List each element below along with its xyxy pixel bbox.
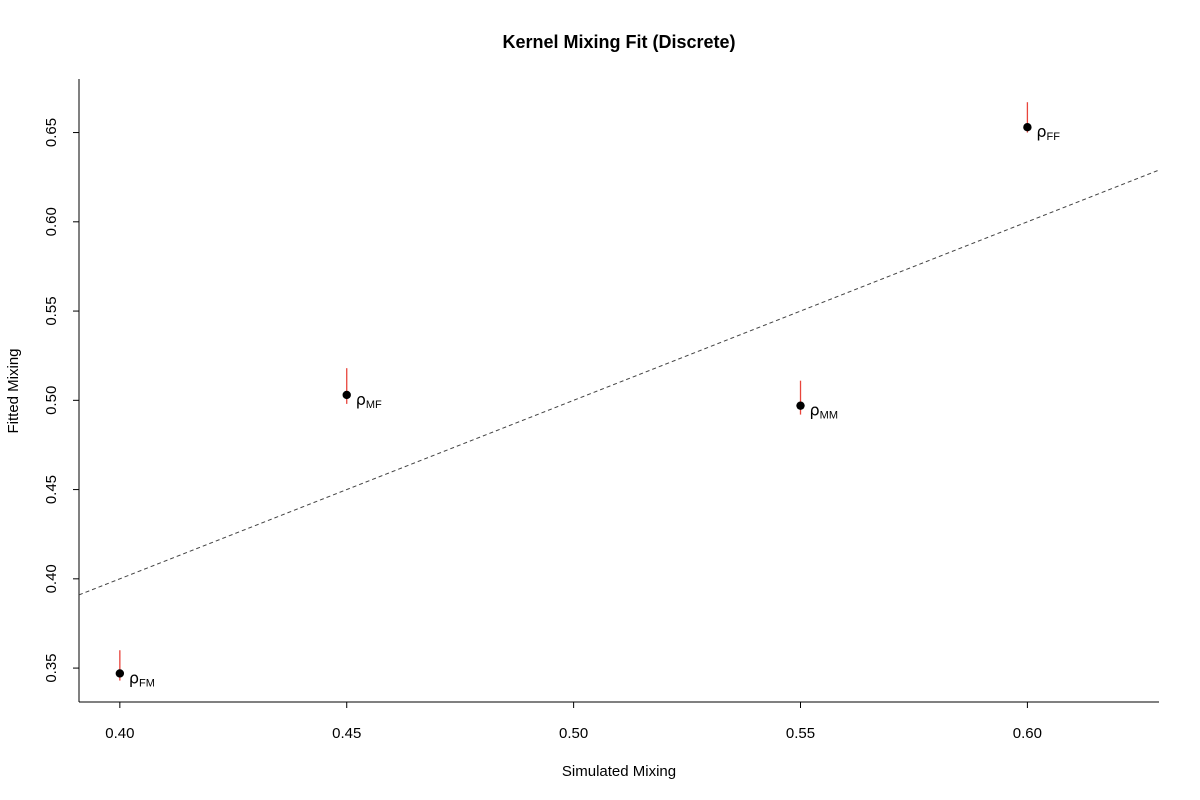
y-tick-label: 0.65: [43, 118, 60, 147]
x-tick-label: 0.50: [559, 725, 588, 742]
point-label-subscript: FM: [139, 677, 155, 689]
point-label: ρFF: [1036, 122, 1060, 143]
y-tick-label: 0.40: [43, 564, 60, 593]
x-axis-label: Simulated Mixing: [562, 763, 676, 780]
data-point: [342, 390, 351, 400]
point-label-symbol: ρ: [129, 668, 139, 687]
x-tick-label: 0.40: [105, 725, 134, 742]
x-tick-label: 0.55: [786, 725, 815, 742]
plot-area: [78, 79, 1160, 703]
x-tick-label: 0.45: [332, 725, 361, 742]
y-tick-label: 0.55: [43, 296, 60, 325]
y-tick-label: 0.45: [43, 475, 60, 504]
y-tick-label: 0.35: [43, 653, 60, 682]
x-axis-ticks: 0.40 0.45 0.50 0.55 0.60: [105, 702, 1042, 742]
point-label: ρMF: [356, 390, 382, 411]
point-label-symbol: ρ: [356, 390, 366, 409]
y-tick-label: 0.50: [43, 386, 60, 415]
point-label-subscript: MF: [366, 399, 382, 411]
point-label-symbol: ρ: [810, 401, 820, 420]
data-point: [1023, 122, 1032, 132]
point-label-subscript: FF: [1047, 131, 1061, 143]
y-tick-label: 0.60: [43, 207, 60, 236]
y-axis-ticks: 0.35 0.40 0.45 0.50 0.55 0.60 0.65: [43, 118, 79, 683]
point-label: ρFM: [129, 668, 155, 689]
identity-reference-line: [78, 169, 1160, 596]
point-label-subscript: MM: [820, 410, 838, 422]
x-tick-label: 0.60: [1013, 725, 1042, 742]
y-axis-label: Fitted Mixing: [5, 348, 22, 433]
point-label: ρMM: [810, 401, 838, 422]
data-point: [115, 669, 125, 678]
data-points: [115, 122, 1032, 678]
error-bars: [119, 102, 1029, 681]
point-label-symbol: ρ: [1036, 122, 1046, 141]
data-point: [796, 401, 805, 410]
chart-title: Kernel Mixing Fit (Discrete): [502, 32, 735, 52]
